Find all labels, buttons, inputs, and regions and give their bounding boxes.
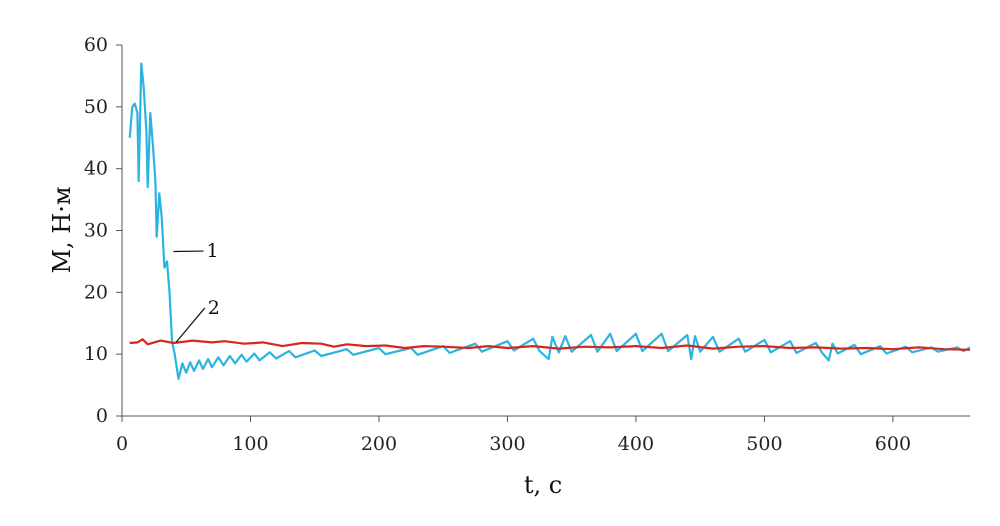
curve-2-leader — [175, 307, 206, 343]
x-tick-label: 200 — [361, 433, 397, 455]
y-tick-label: 60 — [84, 34, 108, 56]
curve-2-label: 2 — [208, 297, 220, 319]
x-tick-label: 300 — [489, 433, 525, 455]
x-tick-label: 0 — [116, 433, 128, 455]
x-tick-label: 100 — [232, 433, 268, 455]
y-tick-label: 10 — [84, 343, 108, 365]
y-tick-label: 20 — [84, 281, 108, 303]
y-axis-title: M, Н·м — [48, 186, 76, 273]
x-tick-label: 500 — [746, 433, 782, 455]
x-tick-label: 400 — [618, 433, 654, 455]
y-axis: 0 10 20 30 40 50 60 — [84, 34, 123, 427]
annotation-layer: 12 — [173, 240, 220, 343]
y-tick-label: 50 — [84, 96, 108, 118]
x-tick-label: 600 — [875, 433, 911, 455]
x-axis: 0 100 200 300 400 500 600 — [116, 415, 970, 455]
series-1-line — [128, 62, 971, 380]
y-tick-label: 40 — [84, 158, 108, 180]
y-tick-label: 30 — [84, 220, 108, 242]
series-layer — [128, 62, 971, 380]
x-axis-title: t, c — [524, 471, 562, 499]
series-2-line — [129, 338, 971, 351]
y-tick-label: 0 — [96, 405, 108, 427]
curve-1-label: 1 — [207, 240, 219, 262]
